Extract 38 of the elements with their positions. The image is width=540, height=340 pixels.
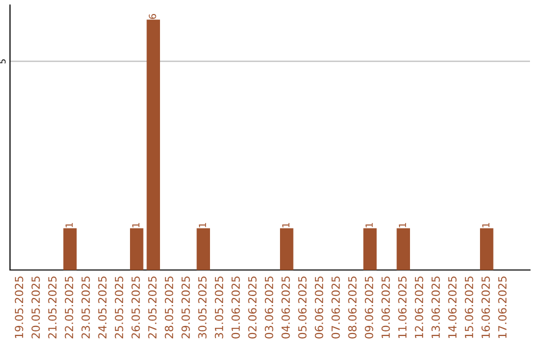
data-label: 1: [132, 222, 140, 228]
x-tick-label: 07.06.2025: [331, 276, 340, 338]
x-tick-label: 04.06.2025: [281, 276, 290, 338]
data-label: 6: [148, 14, 156, 19]
x-tick-label: 20.05.2025: [31, 276, 40, 338]
x-tick-label: 11.06.2025: [398, 276, 407, 338]
x-tick-label: 26.05.2025: [131, 276, 140, 338]
x-tick-label: 23.05.2025: [81, 276, 90, 338]
x-tick-label: 29.05.2025: [181, 276, 190, 338]
x-tick-label: 22.05.2025: [64, 276, 74, 338]
x-tick-label: 12.06.2025: [414, 276, 424, 338]
x-tick-label: 17.06.2025: [498, 276, 507, 338]
x-tick-label: 10.06.2025: [381, 276, 390, 338]
x-tick-label: 02.06.2025: [248, 276, 257, 338]
x-tick-label: 03.06.2025: [264, 276, 274, 338]
x-tick-label: 31.05.2025: [214, 276, 224, 338]
x-tick-label: 14.06.2025: [448, 276, 457, 338]
x-tick-label: 16.06.2025: [481, 276, 490, 338]
x-tick-label: 27.05.2025: [148, 276, 157, 338]
x-tick-label: 21.05.2025: [48, 276, 57, 338]
x-tick-label: 09.06.2025: [364, 276, 374, 338]
data-label: 1: [198, 222, 206, 228]
x-tick-label: 01.06.2025: [231, 276, 240, 338]
data-label: 1: [282, 222, 290, 228]
x-tick-label: 30.05.2025: [198, 276, 207, 338]
x-tick-label: 19.05.2025: [14, 276, 24, 338]
data-label: 1: [482, 222, 490, 228]
x-tick-label: 25.05.2025: [114, 276, 124, 338]
x-tick-label: 28.05.2025: [164, 276, 174, 338]
x-tick-label: 08.06.2025: [348, 276, 357, 338]
x-tick-label: 05.06.2025: [298, 276, 307, 338]
x-tick-label: 24.05.2025: [98, 276, 107, 338]
x-tick-label: 13.06.2025: [431, 276, 440, 338]
data-label: 1: [398, 222, 406, 228]
x-tick-label: 15.06.2025: [464, 276, 474, 338]
data-label: 1: [366, 222, 373, 228]
data-label: 1: [66, 222, 73, 228]
x-tick-label: 06.06.2025: [314, 276, 324, 338]
